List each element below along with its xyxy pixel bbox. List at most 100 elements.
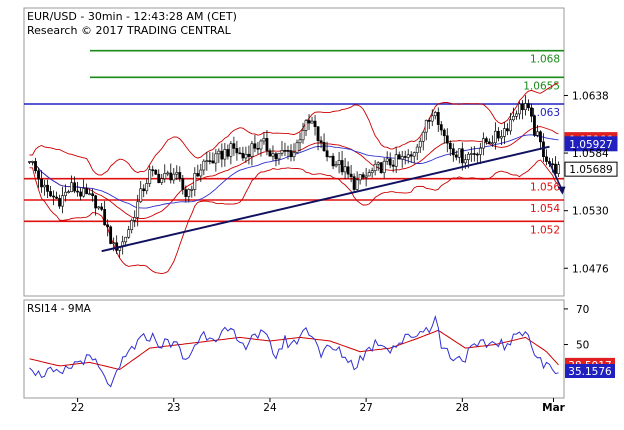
candle-body-71	[241, 152, 245, 159]
candle-body-20	[88, 193, 92, 196]
candle-body-27	[109, 226, 113, 244]
candle-body-46	[166, 172, 170, 175]
candle-body-165	[524, 103, 527, 111]
candle-body-92	[304, 120, 308, 131]
candle-body-108	[352, 176, 356, 190]
candle-body-74	[250, 143, 254, 157]
candle-body-90	[298, 139, 302, 144]
candle-body-81	[271, 153, 275, 157]
candle-body-95	[313, 120, 317, 127]
candle-body-166	[527, 103, 530, 109]
candle-body-164	[521, 103, 524, 111]
candle-body-43	[157, 173, 161, 184]
candle-body-11	[61, 195, 64, 207]
candle-body-8	[52, 195, 55, 198]
candle-body-7	[49, 191, 52, 197]
candle-body-57	[199, 169, 203, 177]
candle-body-6	[46, 184, 49, 192]
price-tick-label-3: 1.0476	[572, 263, 609, 275]
candle-body-24	[100, 206, 104, 210]
candle-body-75	[253, 143, 257, 149]
candle-body-128	[412, 152, 416, 157]
candle-body-23	[97, 206, 101, 209]
candle-body-161	[512, 116, 515, 121]
rsi-tick-label-1: 50	[576, 340, 589, 352]
candle-body-60	[208, 160, 212, 162]
candle-body-151	[481, 138, 485, 149]
bollinger-upper	[29, 82, 559, 176]
candle-body-167	[530, 107, 533, 117]
candle-body-2	[34, 161, 37, 172]
candle-body-88	[292, 152, 296, 158]
candle-body-56	[196, 173, 200, 177]
candle-body-94	[310, 120, 314, 124]
candle-body-137	[439, 124, 443, 131]
candle-body-62	[214, 153, 218, 164]
candle-body-73	[247, 153, 251, 157]
candle-body-55	[193, 173, 197, 190]
candle-body-103	[337, 160, 341, 165]
candle-body-69	[235, 148, 239, 154]
candle-body-121	[391, 164, 395, 167]
candle-body-175	[554, 163, 557, 174]
candle-body-45	[163, 173, 167, 179]
candle-body-37	[139, 188, 143, 203]
candle-body-76	[256, 147, 260, 150]
candle-body-21	[91, 193, 95, 197]
candle-body-143	[457, 148, 461, 158]
rsi-line	[29, 314, 559, 388]
candle-body-86	[286, 150, 290, 152]
candle-body-126	[406, 154, 410, 158]
candle-body-119	[385, 158, 389, 162]
candle-body-135	[433, 112, 437, 117]
candle-body-131	[421, 131, 425, 142]
candle-body-82	[274, 153, 278, 160]
candle-body-91	[301, 130, 305, 141]
x-tick-label-0: 22	[71, 402, 84, 414]
level-label-1: 1.0655	[523, 80, 560, 92]
candle-body-113	[367, 172, 371, 177]
candle-body-136	[436, 112, 440, 125]
candle-body-25	[103, 209, 107, 226]
rsi-badge-1	[565, 363, 615, 378]
candle-body-106	[346, 166, 350, 175]
candle-body-160	[509, 119, 512, 132]
candle-body-35	[133, 217, 137, 221]
candle-body-54	[190, 189, 194, 191]
candle-body-89	[295, 142, 299, 153]
candle-body-156	[496, 130, 500, 139]
candle-body-130	[418, 140, 422, 148]
candle-body-83	[277, 152, 281, 160]
level-label-3: 1.056	[530, 182, 560, 194]
candle-body-133	[427, 120, 431, 122]
rsi-badge-text-1: 35.1576	[568, 366, 612, 378]
candle-body-64	[220, 150, 224, 160]
x-tick-label-4: 28	[456, 402, 469, 414]
candle-body-17	[79, 191, 82, 197]
candle-body-26	[106, 224, 110, 228]
candle-body-158	[502, 128, 506, 137]
candle-body-65	[223, 149, 227, 160]
candle-body-134	[430, 115, 434, 122]
candle-body-140	[448, 142, 452, 150]
candle-body-51	[181, 178, 185, 190]
candle-body-9	[55, 196, 58, 199]
level-label-0: 1.068	[530, 54, 560, 66]
candle-body-152	[484, 138, 488, 143]
candle-body-154	[490, 142, 494, 145]
x-tick-label-3: 27	[359, 402, 372, 414]
chart-title: EUR/USD - 30min - 12:43:28 AM (CET)	[27, 10, 237, 23]
candle-body-1	[31, 161, 34, 163]
rsi-label: RSI14 - 9MA	[27, 303, 92, 315]
price-badge-1	[564, 136, 618, 152]
candle-body-122	[394, 154, 398, 167]
candle-body-141	[451, 148, 455, 156]
candle-body-10	[58, 198, 61, 207]
candle-body-28	[112, 242, 116, 245]
candle-body-38	[142, 188, 146, 192]
candle-body-77	[259, 140, 263, 150]
candle-body-58	[202, 160, 206, 171]
candle-body-96	[316, 126, 320, 141]
candle-body-0	[28, 161, 31, 163]
